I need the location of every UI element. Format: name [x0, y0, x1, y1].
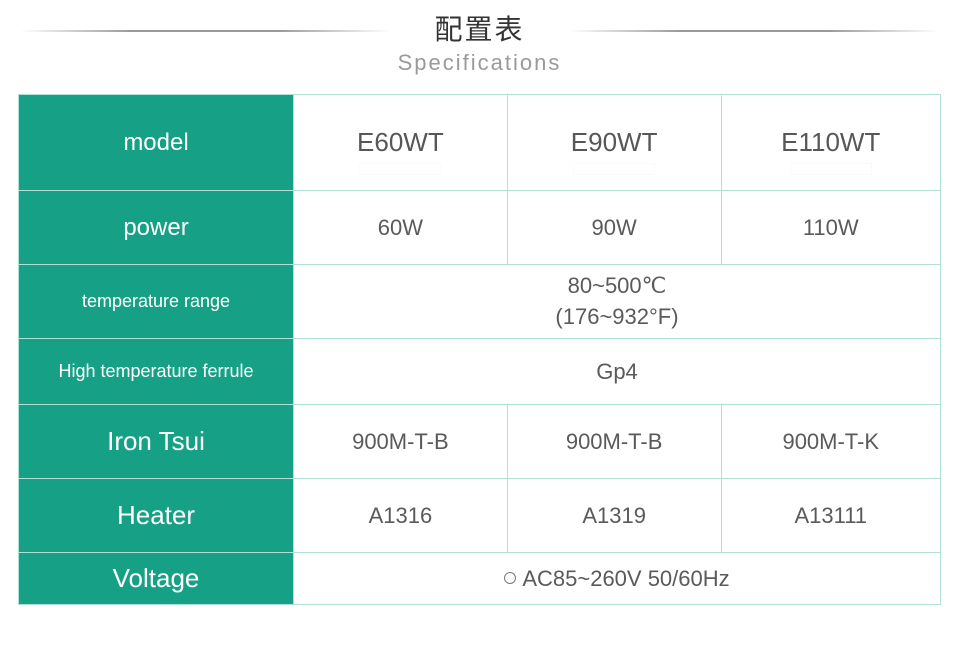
- spec-table-wrap: model E60WT E90WT E110WT power 60W 90W 1…: [18, 94, 941, 605]
- iron-c3: 900M-T-K: [721, 405, 941, 479]
- header: 配置表 Specifications: [0, 0, 959, 76]
- label-heater: Heater: [19, 479, 294, 553]
- ferrule-value: Gp4: [294, 339, 941, 405]
- iron-c1: 900M-T-B: [294, 405, 508, 479]
- heater-c3: A13111: [721, 479, 941, 553]
- title-english: Specifications: [0, 50, 959, 76]
- power-c3: 110W: [721, 191, 941, 265]
- model-c2: E90WT: [507, 95, 721, 191]
- row-power: power 60W 90W 110W: [19, 191, 941, 265]
- label-model: model: [19, 95, 294, 191]
- row-ferrule: High temperature ferrule Gp4: [19, 339, 941, 405]
- voltage-value: AC85~260V 50/60Hz: [294, 553, 941, 605]
- label-iron: Iron Tsui: [19, 405, 294, 479]
- temp-line1: 80~500℃: [294, 271, 940, 302]
- heater-c1: A1316: [294, 479, 508, 553]
- label-power: power: [19, 191, 294, 265]
- model-c3-text: E110WT: [781, 127, 880, 157]
- power-c1: 60W: [294, 191, 508, 265]
- row-heater: Heater A1316 A1319 A13111: [19, 479, 941, 553]
- spec-table: model E60WT E90WT E110WT power 60W 90W 1…: [18, 94, 941, 605]
- row-voltage: Voltage AC85~260V 50/60Hz: [19, 553, 941, 605]
- model-c3: E110WT: [721, 95, 941, 191]
- temp-line2: (176~932°F): [294, 302, 940, 333]
- model-c1-bar: [360, 164, 440, 174]
- model-c1: E60WT: [294, 95, 508, 191]
- temp-value: 80~500℃ (176~932°F): [294, 265, 941, 339]
- label-ferrule: High temperature ferrule: [19, 339, 294, 405]
- row-model: model E60WT E90WT E110WT: [19, 95, 941, 191]
- heater-c2: A1319: [507, 479, 721, 553]
- title-chinese: 配置表: [0, 8, 959, 48]
- voltage-text: AC85~260V 50/60Hz: [522, 566, 729, 591]
- bullet-icon: [504, 572, 516, 584]
- model-c2-text: E90WT: [571, 127, 658, 157]
- model-c3-bar: [791, 164, 871, 174]
- row-temp: temperature range 80~500℃ (176~932°F): [19, 265, 941, 339]
- row-iron: Iron Tsui 900M-T-B 900M-T-B 900M-T-K: [19, 405, 941, 479]
- model-c2-bar: [574, 164, 654, 174]
- divider-right: [569, 30, 939, 32]
- label-temp: temperature range: [19, 265, 294, 339]
- iron-c2: 900M-T-B: [507, 405, 721, 479]
- power-c2: 90W: [507, 191, 721, 265]
- model-c1-text: E60WT: [357, 127, 444, 157]
- divider-left: [20, 30, 390, 32]
- label-voltage: Voltage: [19, 553, 294, 605]
